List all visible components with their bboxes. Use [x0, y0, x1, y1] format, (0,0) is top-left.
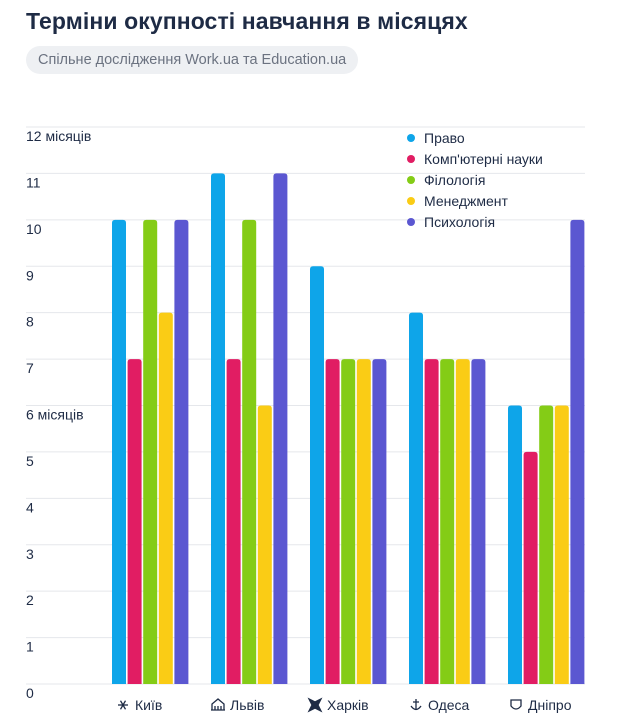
bar-2-series-2: [226, 359, 241, 684]
legend-label-2: Комп'ютерні науки: [424, 150, 543, 167]
bar-1-series-2: [127, 359, 142, 684]
legend-swatch-5: [407, 217, 415, 226]
bar-2-series-3: [242, 219, 257, 685]
y-tick-label-1: 1: [26, 639, 34, 655]
legend-label-3: Філологія: [424, 171, 486, 188]
bar-5-series-1: [508, 405, 522, 684]
x-tick-label-2: Львів: [230, 697, 264, 713]
y-tick-label-10: 10: [26, 221, 42, 237]
y-tick-label-3: 3: [26, 546, 34, 562]
legend-swatch-4: [407, 196, 415, 205]
y-tick-label-8: 8: [26, 314, 34, 330]
legend-label-1: Право: [424, 129, 465, 146]
y-tick-label-9: 9: [26, 267, 34, 283]
y-tick-label-11: 11: [26, 174, 41, 190]
legend-item-1: Право: [407, 127, 543, 148]
bar-4-series-5: [471, 359, 486, 684]
bar-2-series-4: [257, 405, 272, 684]
bar-3-series-5: [372, 359, 387, 684]
kyiv-landmark-icon: [118, 700, 128, 710]
bar-5-series-4: [554, 405, 569, 684]
lviv-landmark-icon: [211, 698, 225, 711]
chart-subtitle: Спільне дослідження Work.ua та Education…: [26, 46, 359, 74]
bar-3-series-3: [341, 359, 356, 684]
y-tick-label-2: 2: [26, 592, 34, 608]
y-tick-label-5: 5: [26, 453, 34, 469]
bar-1-series-5: [174, 219, 189, 685]
bar-4-series-1: [409, 312, 423, 684]
x-tick-label-4: Одеса: [428, 697, 470, 713]
y-tick-label-6: 6 місяців: [26, 407, 84, 423]
bar-1-series-1: [112, 219, 126, 685]
legend-swatch-3: [407, 175, 415, 184]
odesa-anchor-icon: [410, 699, 422, 711]
bar-2-series-5: [273, 173, 288, 684]
y-tick-label-0: 0: [26, 685, 34, 701]
x-tick-label-3: Харків: [327, 697, 369, 713]
chart-legend: Право Комп'ютерні науки Філологія Менеджмен…: [407, 127, 543, 232]
bar-4-series-3: [440, 359, 455, 684]
bar-3-series-2: [325, 359, 340, 684]
legend-swatch-2: [407, 154, 415, 163]
legend-item-2: Комп'ютерні науки: [407, 148, 543, 169]
x-tick-label-1: Київ: [135, 697, 162, 713]
bar-5-series-2: [523, 451, 538, 684]
bar-4-series-2: [424, 359, 439, 684]
legend-item-4: Менеджмент: [407, 190, 543, 211]
legend-item-3: Філологія: [407, 169, 543, 190]
bar-1-series-4: [158, 312, 173, 684]
bar-1-series-3: [143, 219, 158, 685]
legend-swatch-1: [407, 133, 415, 142]
y-tick-label-7: 7: [26, 360, 34, 376]
kharkiv-landmark-icon: [307, 697, 323, 713]
dnipro-landmark-icon: [510, 699, 522, 710]
y-tick-label-12: 12 місяців: [26, 128, 91, 144]
bar-2-series-1: [211, 173, 225, 684]
x-tick-label-5: Дніпро: [528, 697, 572, 713]
legend-label-5: Психологія: [424, 213, 496, 230]
bar-4-series-4: [455, 359, 470, 684]
y-tick-label-4: 4: [26, 499, 34, 515]
legend-item-5: Психологія: [407, 211, 543, 232]
bar-5-series-5: [570, 219, 585, 685]
legend-label-4: Менеджмент: [424, 192, 508, 209]
bar-3-series-4: [356, 359, 371, 684]
bar-3-series-1: [310, 266, 324, 684]
bar-5-series-3: [539, 405, 554, 684]
chart-title: Терміни окупності навчання в місяцях: [26, 8, 468, 34]
